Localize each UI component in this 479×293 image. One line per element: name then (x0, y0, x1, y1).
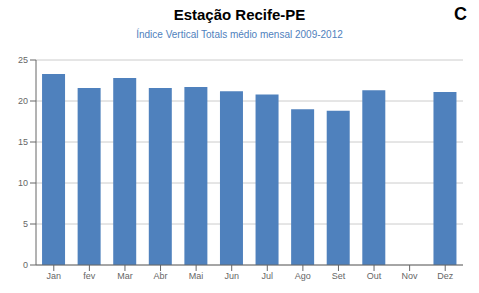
svg-text:Dez: Dez (437, 271, 454, 281)
html-text:Índice Vertical Totals médio m: Índice Vertical Totals médio mensal 2009… (136, 29, 343, 40)
svg-text:fev: fev (83, 271, 96, 281)
html-text:C: C (454, 4, 467, 24)
svg-text:Jul: Jul (262, 271, 274, 281)
svg-text:0: 0 (23, 260, 28, 270)
svg-text:Abr: Abr (154, 271, 168, 281)
svg-text:Mai: Mai (189, 271, 204, 281)
svg-text:Out: Out (367, 271, 382, 281)
svg-text:Jun: Jun (224, 271, 239, 281)
svg-text:10: 10 (18, 178, 28, 188)
svg-text:Mar: Mar (117, 271, 133, 281)
svg-text:25: 25 (18, 55, 28, 65)
svg-text:20: 20 (18, 96, 28, 106)
html-text:Estação Recife-PE: Estação Recife-PE (173, 6, 306, 23)
svg-text:Ago: Ago (295, 271, 311, 281)
svg-text:5: 5 (23, 219, 28, 229)
svg-text:Nov: Nov (402, 271, 419, 281)
svg-text:15: 15 (18, 137, 28, 147)
svg-text:Jan: Jan (47, 271, 62, 281)
svg-text:Set: Set (332, 271, 346, 281)
